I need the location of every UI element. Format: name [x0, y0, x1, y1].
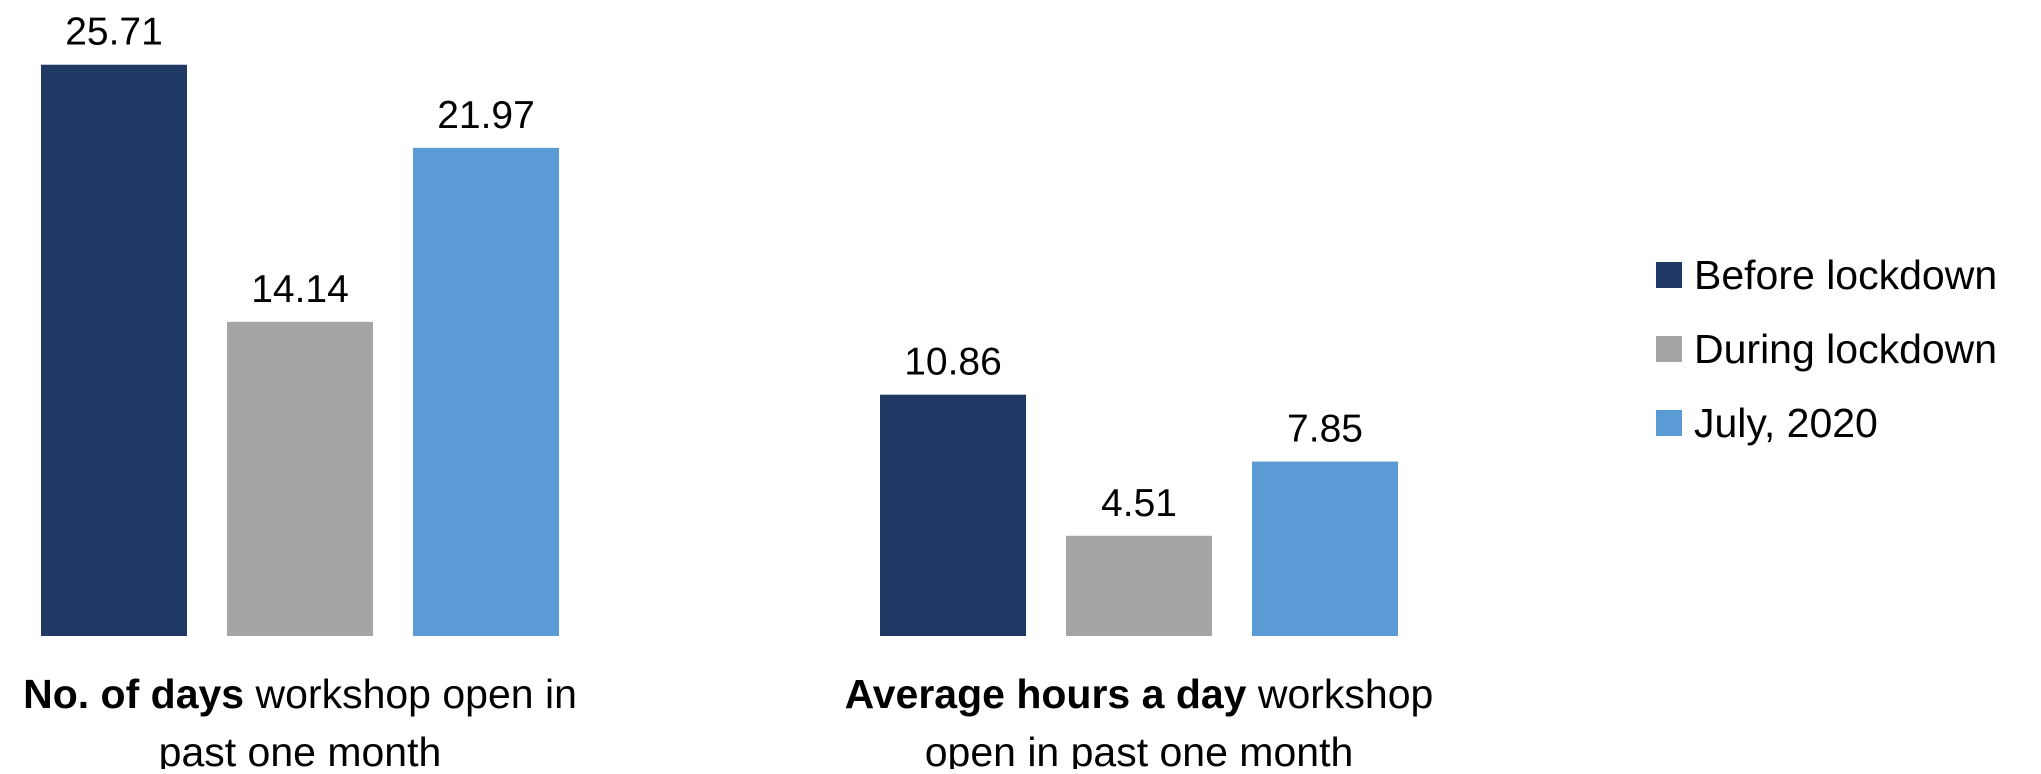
legend-swatch: [1656, 262, 1682, 288]
category-label-line1: No. of days workshop open in: [23, 671, 577, 717]
category-label-bold: Average hours a day: [845, 671, 1247, 717]
data-label: 4.51: [1101, 482, 1177, 525]
data-label: 21.97: [437, 94, 535, 137]
legend-label: During lockdown: [1694, 326, 1997, 372]
data-label: 10.86: [904, 341, 1002, 384]
category-label-line2: past one month: [159, 729, 442, 769]
data-label: 7.85: [1287, 408, 1363, 451]
data-labels-layer: 25.71 14.14 21.97 10.86 4.51 7.85: [65, 11, 1363, 525]
legend-label: July, 2020: [1694, 400, 1878, 446]
bar-1-1: [41, 64, 187, 636]
legend-swatch: [1656, 336, 1682, 362]
category-label-bold: No. of days: [23, 671, 244, 717]
data-label: 25.71: [65, 11, 163, 54]
bars-layer: [41, 64, 1398, 636]
legend: Before lockdown During lockdown July, 2020: [1656, 252, 1997, 446]
category-label-line1: Average hours a day workshop: [845, 671, 1434, 717]
category-labels-layer: No. of days workshop open in past one mon…: [23, 671, 1434, 774]
bar-1-3: [413, 147, 559, 636]
bar-2-3: [1252, 461, 1398, 636]
bar-2-2: [1066, 535, 1212, 636]
data-label: 14.14: [251, 268, 349, 311]
bar-1-2: [227, 321, 373, 636]
legend-swatch: [1656, 410, 1682, 436]
bar-2-1: [880, 394, 1026, 636]
legend-label: Before lockdown: [1694, 252, 1997, 298]
category-label-rest: workshop open in: [244, 671, 577, 717]
category-label-line2: open in past one month: [925, 729, 1354, 769]
category-label-rest: workshop: [1246, 671, 1433, 717]
